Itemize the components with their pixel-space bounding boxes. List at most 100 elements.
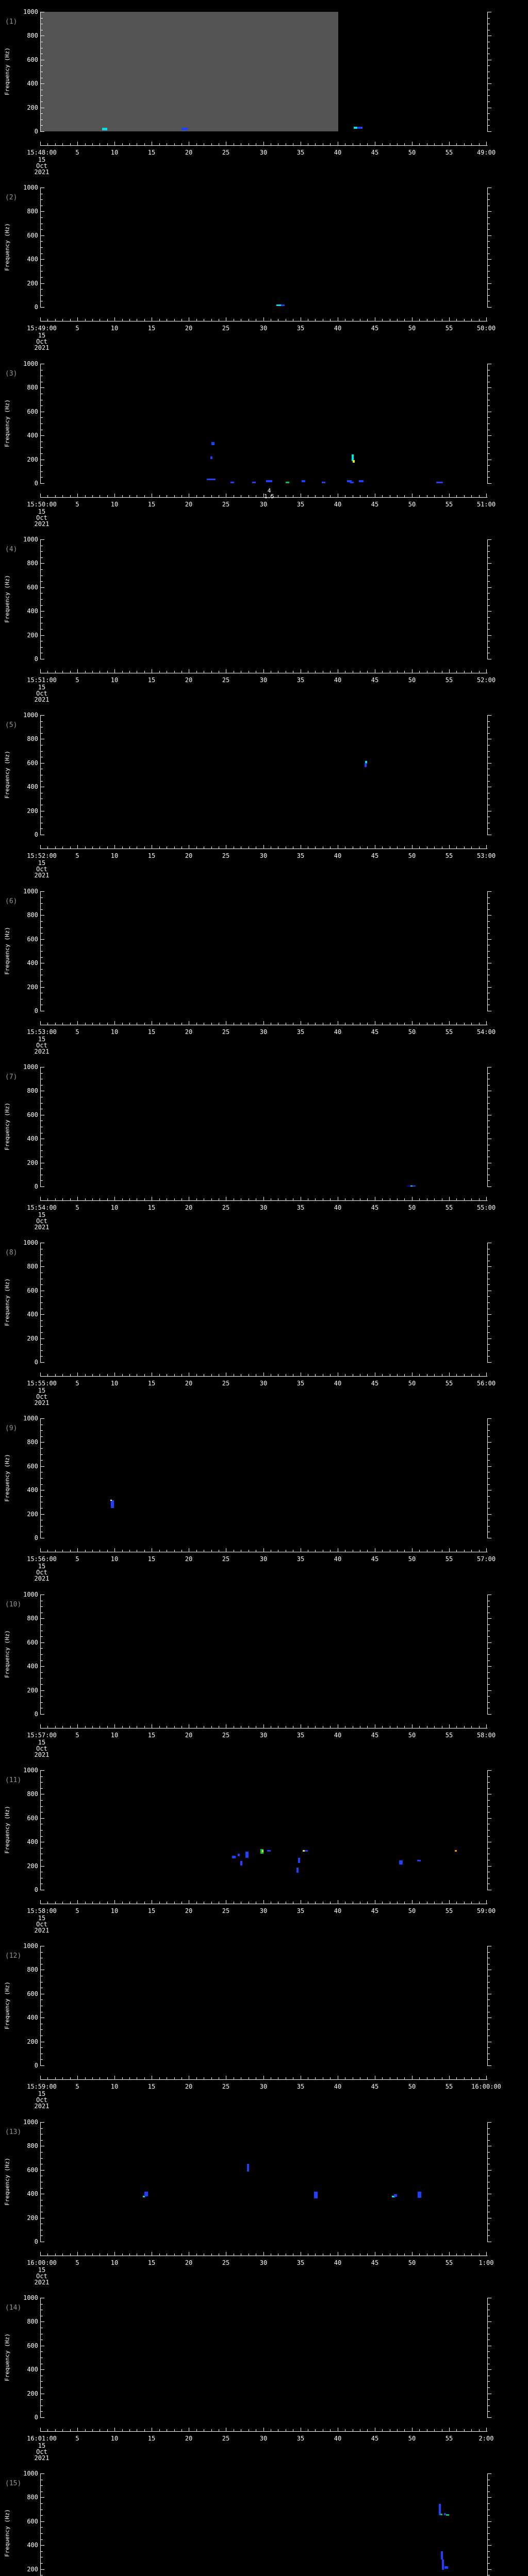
panel-3-y-axis xyxy=(40,364,41,484)
panel-6-colorbar-tick xyxy=(488,939,491,940)
panel-7-y-axis xyxy=(40,1067,41,1187)
panel-10-x-tick-label: 40 xyxy=(334,1732,342,1739)
panel-1-colorbar-tick xyxy=(488,95,490,96)
panel-8-x-tick xyxy=(85,1374,86,1376)
panel-13-mark xyxy=(394,2194,397,2197)
panel-12-x-axis xyxy=(40,2079,487,2080)
panel-8-x-tick xyxy=(70,1374,71,1376)
panel-1-x-tick-label: 20 xyxy=(185,149,193,156)
panel-8-x-tick xyxy=(404,1374,405,1376)
panel-10-x-tick xyxy=(479,1726,480,1728)
panel-4-x-tick-label: 50 xyxy=(408,676,416,684)
panel-7-x-tick-label: 10 xyxy=(110,1204,119,1211)
panel-8-x-end-label: 56:00 xyxy=(476,1380,496,1387)
panel-7-x-tick xyxy=(92,1198,93,1200)
panel-6-x-tick xyxy=(196,1023,197,1025)
panel-6-x-tick xyxy=(464,1023,465,1025)
panel-6-x-tick xyxy=(77,1021,78,1025)
panel-12-x-tick xyxy=(367,2077,368,2079)
panel-11-x-tick xyxy=(40,1900,41,1904)
panel-1-x-tick xyxy=(62,143,63,145)
panel-2-x-tick xyxy=(159,319,160,321)
panel-5-x-tick xyxy=(196,846,197,849)
panel-5-x-tick-label: 55 xyxy=(445,852,453,859)
panel-1-x-tick xyxy=(55,143,56,145)
panel-3-mark xyxy=(230,482,234,483)
panel-2-x-tick-label: 15 xyxy=(147,325,156,332)
panel-1-x-tick xyxy=(382,143,383,145)
panel-8-y-tick xyxy=(41,1320,43,1321)
panel-8-y-tick-label: 0 xyxy=(34,1359,38,1366)
panel-14-x-tick-label: 45 xyxy=(371,2435,379,2442)
panel-9-y-tick xyxy=(41,1442,44,1443)
panel-14-x-tick xyxy=(144,2429,145,2431)
panel-14-colorbar-tick xyxy=(488,2399,490,2400)
panel-15-colorbar-tick xyxy=(488,2497,491,2498)
panel-2-mark xyxy=(276,304,281,306)
panel-5-colorbar-axis xyxy=(487,715,488,835)
panel-3-x-start-label: 15:50:00 xyxy=(27,501,57,508)
panel-5-y-tick-label: 1000 xyxy=(23,711,38,719)
panel-11-mark xyxy=(399,1860,403,1865)
panel-15-y-axis xyxy=(40,2473,41,2576)
panel-14-colorbar-tick xyxy=(488,2405,490,2406)
panel-4-x-tick xyxy=(382,671,383,673)
panel-4-x-tick xyxy=(77,669,78,673)
panel-7-colorbar-tick xyxy=(488,1180,490,1181)
panel-3-x-tick xyxy=(114,494,115,497)
panel-8-y-tick xyxy=(41,1344,43,1345)
panel-5-y-tick xyxy=(41,751,43,752)
panel-3-colorbar-tick xyxy=(488,447,490,448)
panel-3-y-tick-label: 800 xyxy=(27,384,38,391)
panel-14-date-line: 2021 xyxy=(34,2454,50,2462)
panel-10-x-tick xyxy=(330,1726,331,1728)
panel-12-x-tick xyxy=(263,2076,264,2079)
panel-14-y-tick xyxy=(41,2411,43,2412)
panel-14-y-tick xyxy=(41,2369,44,2370)
panel-5-colorbar-tick xyxy=(488,751,490,752)
panel-7-x-tick-label: 5 xyxy=(75,1204,79,1211)
panel-11-mark xyxy=(305,1850,308,1852)
panel-3-y-tick xyxy=(41,465,43,466)
panel-12-x-tick-label: 25 xyxy=(222,2083,230,2090)
panel-1-x-tick xyxy=(486,142,487,145)
panel-14-y-tick xyxy=(41,2417,44,2418)
panel-1-x-tick xyxy=(464,143,465,145)
panel-8-date-line: 15 xyxy=(38,1387,46,1394)
panel-5-date-line: 2021 xyxy=(34,872,50,879)
panel-3-x-tick-label: 35 xyxy=(296,501,305,508)
panel-9-y-tick xyxy=(41,1448,43,1449)
panel-13-y-axis xyxy=(40,2122,41,2242)
panel-2-x-tick xyxy=(315,319,316,321)
panel-1-y-tick xyxy=(41,95,43,96)
panel-7-y-tick xyxy=(41,1168,43,1169)
panel-4-x-tick xyxy=(434,671,435,673)
panel-8-x-tick-label: 25 xyxy=(222,1380,230,1387)
panel-5-x-end-label: 53:00 xyxy=(476,852,496,859)
panel-4-x-tick-label: 20 xyxy=(185,676,193,684)
panel-7-colorbar-tick xyxy=(488,1073,490,1074)
panel-13-x-tick xyxy=(107,2253,108,2256)
panel-10-colorbar-tick xyxy=(488,1702,490,1703)
panel-11-mark xyxy=(245,1852,249,1858)
panel-7-x-end-label: 55:00 xyxy=(476,1204,496,1211)
panel-13-y-tick-label: 0 xyxy=(34,2238,38,2245)
panel-3-colorbar-tick xyxy=(488,477,490,478)
panel-8-x-tick xyxy=(196,1374,197,1376)
panel-11-colorbar-tick xyxy=(488,1830,490,1831)
panel-14-x-tick-label: 35 xyxy=(296,2435,305,2442)
panel-3-mark xyxy=(353,460,355,463)
panel-10-y-tick xyxy=(41,1618,44,1619)
panel-9-x-tick xyxy=(159,1550,160,1552)
panel-4-x-tick-label: 30 xyxy=(259,676,268,684)
panel-13-x-tick-label: 40 xyxy=(334,2259,342,2266)
panel-8-y-tick xyxy=(41,1332,43,1333)
panel-3-x-tick xyxy=(330,495,331,497)
panel-15-colorbar-tick xyxy=(488,2503,490,2504)
panel-9-x-tick xyxy=(486,1548,487,1552)
panel-13-x-tick xyxy=(174,2253,175,2256)
panel-14-y-axis xyxy=(40,2298,41,2418)
panel-4-colorbar-tick xyxy=(488,599,490,600)
panel-6-x-tick xyxy=(70,1023,71,1025)
panel-9-colorbar-tick xyxy=(488,1508,490,1509)
